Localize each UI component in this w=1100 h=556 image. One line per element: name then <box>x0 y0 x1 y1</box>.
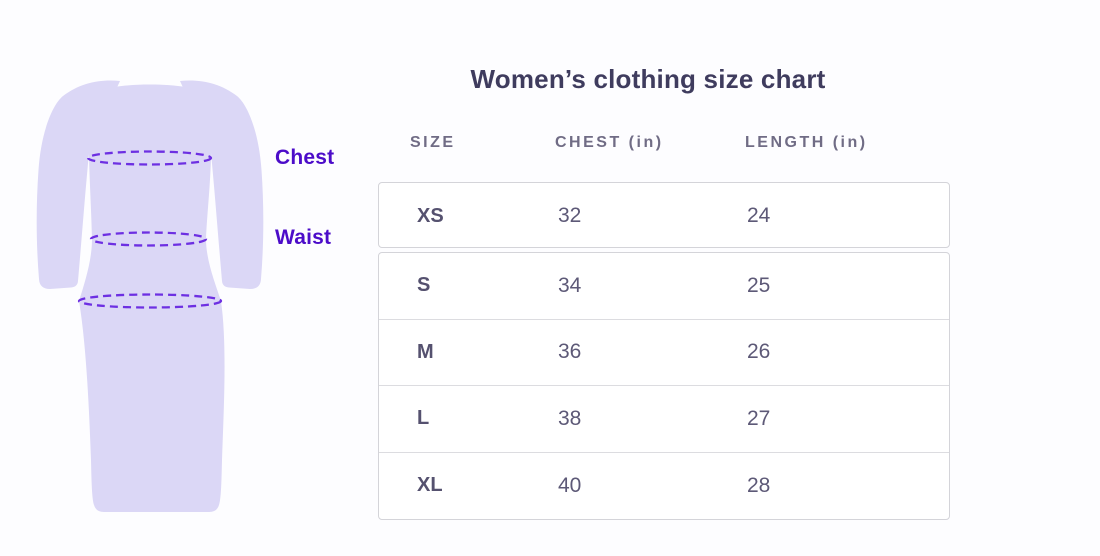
table-row-group-xs: XS 32 24 <box>378 182 950 248</box>
length-cell: 25 <box>747 273 771 297</box>
table-header-row: SIZE CHEST (in) LENGTH (in) <box>378 133 950 153</box>
dress-illustration: Chest Waist <box>0 0 370 556</box>
chest-cell: 32 <box>558 204 582 227</box>
waist-label: Waist <box>275 226 332 249</box>
table-row: L 38 27 <box>379 386 949 453</box>
chest-measure-line <box>86 150 213 166</box>
page-title: Women’s clothing size chart <box>470 64 826 94</box>
length-cell: 27 <box>747 406 771 430</box>
chest-cell: 38 <box>558 406 582 430</box>
length-cell: 26 <box>747 340 771 364</box>
waist-measure-line <box>89 231 208 247</box>
size-cell: XS <box>417 204 444 227</box>
size-cell: XL <box>417 474 443 497</box>
chest-label: Chest <box>275 146 335 169</box>
table-row: S 34 25 <box>379 253 949 320</box>
length-cell: 28 <box>747 473 771 497</box>
table-row: XS 32 24 <box>379 183 949 249</box>
table-row: M 36 26 <box>379 320 949 386</box>
chest-cell: 40 <box>558 473 582 497</box>
hip-measure-line <box>77 293 223 309</box>
size-cell: S <box>417 274 431 297</box>
table-row: XL 40 28 <box>379 453 949 520</box>
dress-silhouette-icon <box>36 80 264 512</box>
size-cell: M <box>417 340 434 363</box>
header-length: LENGTH (in) <box>745 134 868 151</box>
length-cell: 24 <box>747 204 771 227</box>
chest-cell: 36 <box>558 340 582 364</box>
table-row-group-s-to-xl: S 34 25 M 36 26 L 38 27 XL 40 28 <box>378 252 950 520</box>
header-chest: CHEST (in) <box>555 134 664 151</box>
header-size: SIZE <box>410 134 456 151</box>
size-cell: L <box>417 407 430 430</box>
chest-cell: 34 <box>558 273 582 297</box>
